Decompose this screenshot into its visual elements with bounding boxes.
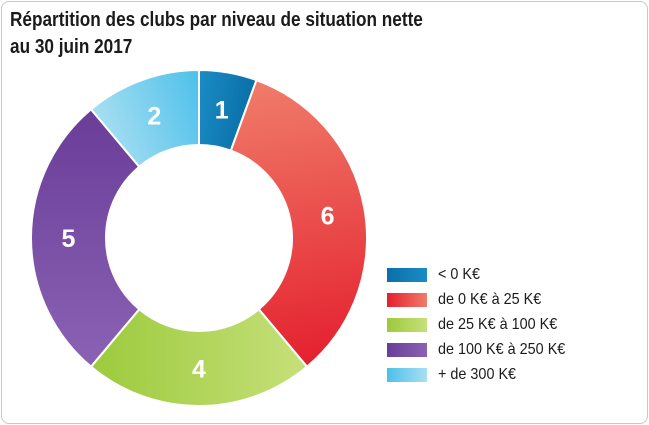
donut-slice-4 (30, 107, 141, 369)
legend-label: de 25 K€ à 100 K€ (438, 315, 558, 333)
chart-title: Répartition des clubs par niveau de situ… (10, 7, 423, 61)
legend-swatch (387, 367, 427, 382)
donut-value-label-3: 4 (192, 356, 206, 384)
legend-item-2: de 0 K€ à 25 K€ (387, 289, 579, 310)
legend-item-5: + de 300 K€ (387, 364, 579, 385)
donut-value-label-1: 1 (215, 96, 229, 124)
legend-swatch (387, 292, 427, 307)
donut-slice-5 (89, 68, 200, 169)
legend-item-1: < 0 K€ (387, 264, 579, 285)
donut-slice-2 (229, 78, 368, 369)
legend-label: + de 300 K€ (438, 365, 517, 383)
legend-swatch (387, 342, 427, 357)
donut-value-label-2: 6 (321, 202, 335, 230)
donut-slice-3 (89, 307, 309, 407)
donut-value-label-4: 5 (62, 225, 76, 253)
chart-title-line-2: au 30 juin 2017 (10, 36, 133, 58)
chart-title-line-1: Répartition des clubs par niveau de situ… (10, 9, 423, 31)
legend-label: de 0 K€ à 25 K€ (438, 290, 542, 308)
legend-label: < 0 K€ (438, 265, 481, 283)
legend-item-3: de 25 K€ à 100 K€ (387, 314, 579, 335)
legend-swatch (387, 317, 427, 332)
donut-value-labels: 1 6 4 5 2 (62, 96, 335, 383)
chart-legend: < 0 K€ de 0 K€ à 25 K€ de 25 K€ à 100 K€ de… (387, 264, 579, 389)
legend-swatch (387, 267, 427, 282)
donut-value-label-5: 2 (147, 102, 161, 130)
legend-item-4: de 100 K€ à 250 K€ (387, 339, 579, 360)
donut-slices (30, 68, 368, 407)
legend-label: de 100 K€ à 250 K€ (438, 340, 566, 358)
